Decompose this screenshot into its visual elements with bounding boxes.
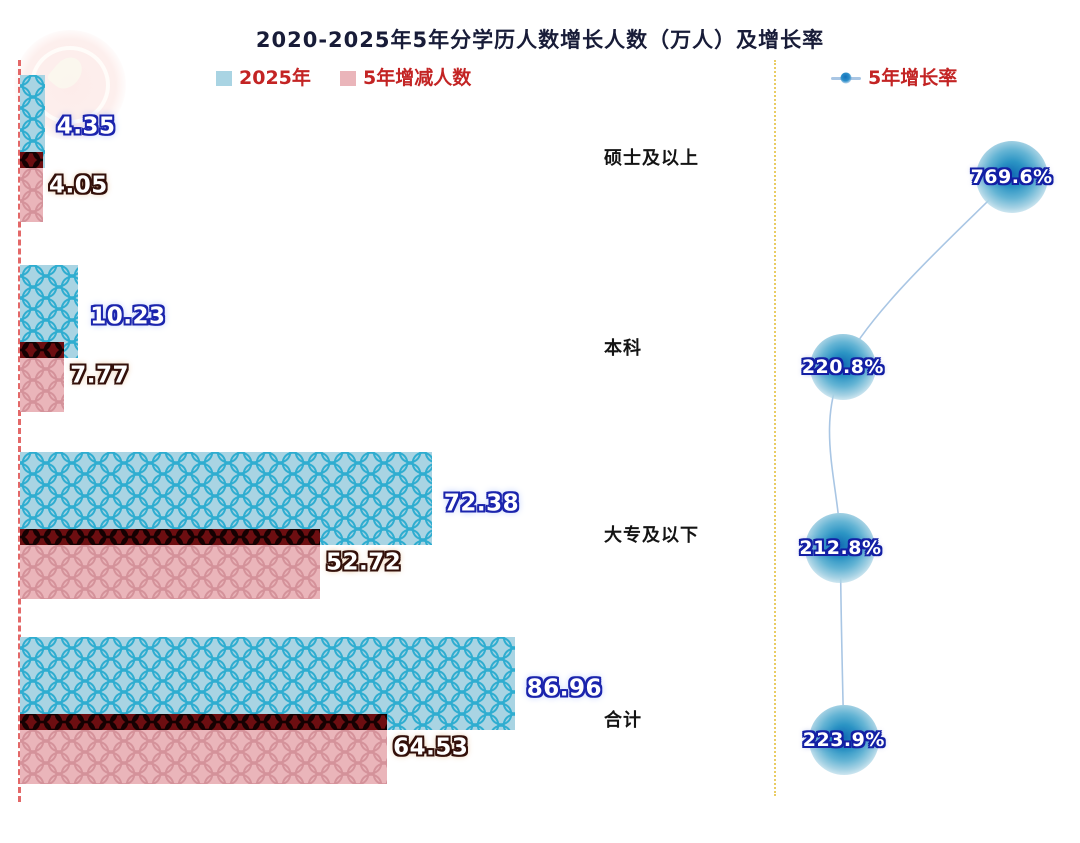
legend-item-rate[interactable]: 5年增长率 <box>831 67 957 89</box>
bar-delta-value-3: 64.53 <box>393 734 469 761</box>
category-label-1: 本科 <box>604 338 642 359</box>
legend-label-delta: 5年增减人数 <box>363 66 472 89</box>
bar-delta-edge-3 <box>20 714 388 730</box>
bar-delta-value-2: 52.72 <box>325 549 402 576</box>
bar-delta-2[interactable] <box>20 545 320 599</box>
legend-line-marker-icon <box>831 72 861 84</box>
category-axis-line <box>18 60 21 802</box>
bar-delta-edge-1 <box>20 342 65 358</box>
rate-value-1: 220.8% <box>801 356 884 378</box>
bar-2025-value-1: 10.23 <box>90 303 166 330</box>
legend-item-2025[interactable]: 2025年 <box>216 67 311 89</box>
bar-delta-0[interactable] <box>20 168 44 222</box>
bar-delta-1[interactable] <box>20 358 65 412</box>
bar-2025-value-2: 72.38 <box>443 490 520 517</box>
bar-delta-edge-2 <box>20 529 320 545</box>
bar-delta-3[interactable] <box>20 730 388 784</box>
rate-value-0: 769.6% <box>970 166 1053 188</box>
legend-item-delta[interactable]: 5年增减人数 <box>340 67 471 89</box>
rate-value-2: 212.8% <box>799 537 882 559</box>
category-label-2: 大专及以下 <box>604 525 699 546</box>
bar-delta-edge-0 <box>20 152 44 168</box>
bar-2025-value-0: 4.35 <box>56 113 116 140</box>
rate-axis-line <box>774 60 776 796</box>
legend-label-rate: 5年增长率 <box>868 66 958 89</box>
bar-delta-value-1: 7.77 <box>70 362 129 389</box>
category-label-3: 合计 <box>604 710 642 731</box>
bar-2025-value-3: 86.96 <box>526 675 603 702</box>
legend-label-2025: 2025年 <box>239 66 311 89</box>
chart-title: 2020-2025年5年分学历人数增长人数（万人）及增长率 <box>255 28 825 52</box>
legend-swatch-delta-icon <box>340 70 356 86</box>
bar-delta-value-0: 4.05 <box>49 172 108 199</box>
legend-swatch-2025-icon <box>216 70 232 86</box>
rate-value-3: 223.9% <box>802 729 885 751</box>
category-label-0: 硕士及以上 <box>604 148 699 169</box>
